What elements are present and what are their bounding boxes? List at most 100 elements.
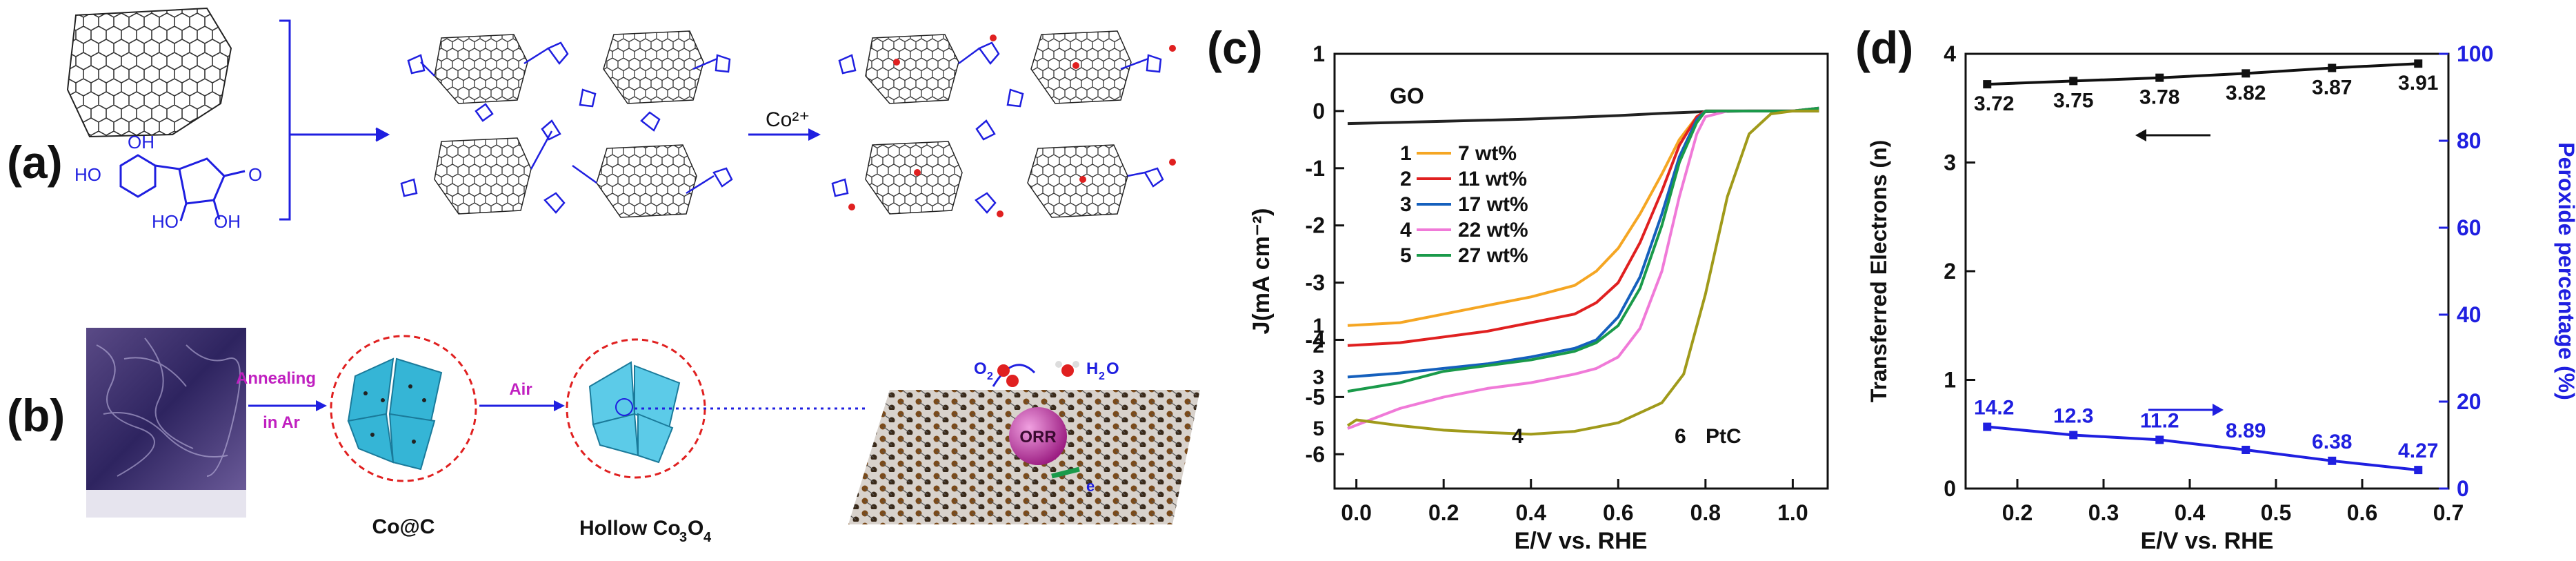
x-tick-label: 0.4 — [1515, 500, 1546, 525]
left-y-tick-label: 4 — [1944, 41, 1956, 66]
data-point-transferred-electrons — [2241, 69, 2250, 78]
legend-number: 4 — [1400, 219, 1412, 242]
y-tick-label: -4 — [1306, 327, 1326, 352]
x-tick-label: 0.5 — [2261, 500, 2291, 525]
hollow-label: Hollow Co — [579, 517, 681, 540]
x-axis-title: E/V vs. RHE — [2141, 528, 2274, 554]
plot-frame — [1333, 52, 1829, 490]
right-y-tick-label: 20 — [2457, 389, 2482, 414]
legend-text: 17 wt% — [1458, 193, 1528, 216]
hollow-co3o4-particle: Hollow Co 3 O 4 — [566, 338, 712, 545]
data-label-peroxide-percentage: 8.89 — [2226, 420, 2266, 442]
legend-text: 11 wt% — [1458, 168, 1527, 190]
data-point-peroxide-percentage — [2328, 456, 2337, 465]
in-ar-label: in Ar — [263, 413, 300, 432]
right-y-tick-label: 40 — [2457, 302, 2482, 327]
data-label-peroxide-percentage: 11.2 — [2140, 409, 2179, 432]
svg-text:HO: HO — [74, 164, 101, 185]
data-point-transferred-electrons — [2069, 77, 2078, 86]
curve-number-label: 1 — [1312, 315, 1324, 337]
legend-text: 7 wt% — [1458, 142, 1517, 165]
y-tick-label: -3 — [1306, 270, 1325, 295]
series-line-11-wt- — [1347, 106, 1819, 347]
data-label-transferred-electrons: 3.82 — [2226, 81, 2266, 104]
left-y-tick-label: 1 — [1944, 368, 1956, 393]
data-point-transferred-electrons — [1983, 80, 1992, 89]
curve-number-label: 2 — [1312, 335, 1324, 357]
panel-b: (b) Annealing in Ar Co@C — [7, 328, 1200, 545]
y-tick-label: -6 — [1306, 442, 1325, 466]
legend-number: 5 — [1400, 244, 1412, 267]
panel-c-chart: (c) 0.0 0.2 0.4 0.6 0.8 1.0 1 0 -1 -2 -3 -4 -5 -6 J(m… — [1207, 22, 1829, 554]
panel-b-label: (b) — [7, 390, 65, 441]
annealing-arrow: Annealing in Ar — [236, 369, 327, 432]
plot-frame — [1964, 52, 2450, 490]
h2o-sub: 2 — [1099, 371, 1105, 382]
series-line-7-wt- — [1347, 106, 1819, 327]
series-line-peroxide-percentage — [1987, 425, 2419, 472]
cobalt-graphene-assembly — [831, 30, 1176, 218]
x-tick-label: 0.7 — [2433, 500, 2464, 525]
right-axis-title: Peroxide percentage (%) — [2554, 142, 2576, 400]
data-label-transferred-electrons: 3.91 — [2398, 72, 2438, 95]
panel-d-label: (d) — [1855, 22, 1913, 73]
left-y-tick-label: 0 — [1944, 476, 1956, 501]
left-y-tick-label: 2 — [1944, 259, 1956, 284]
panel-c-label: (c) — [1207, 22, 1263, 73]
x-tick-label: 0.4 — [2175, 500, 2206, 525]
o2-sub: 2 — [987, 371, 993, 382]
data-label-transferred-electrons: 3.75 — [2053, 89, 2093, 112]
data-label-peroxide-percentage: 4.27 — [2398, 440, 2438, 462]
data-label-transferred-electrons: 3.72 — [1974, 92, 2014, 115]
co-at-c-label: Co@C — [372, 515, 435, 538]
left-axis-title: Transferred Electrons (n) — [1866, 140, 1891, 403]
y-tick-label: 1 — [1312, 41, 1325, 66]
data-label-peroxide-percentage: 14.2 — [1974, 397, 2014, 420]
right-y-tick-label: 0 — [2457, 476, 2469, 501]
curve-number-label: 5 — [1312, 417, 1324, 440]
legend-number: 1 — [1400, 142, 1412, 165]
h2o-tail: O — [1106, 360, 1119, 378]
data-point-transferred-electrons — [2414, 59, 2423, 68]
series-line-27-wt- — [1347, 106, 1819, 393]
data-point-peroxide-percentage — [2414, 466, 2423, 475]
legend-text: 22 wt% — [1458, 219, 1528, 242]
svg-text:O: O — [248, 164, 262, 185]
co-at-c-particle: Co@C — [330, 335, 477, 538]
x-tick-label: 0.6 — [1603, 500, 1633, 525]
right-y-tick-label: 60 — [2457, 215, 2482, 240]
data-label-transferred-electrons: 3.78 — [2139, 86, 2179, 109]
svg-text:HO: HO — [152, 211, 179, 228]
svg-text:OH: OH — [214, 211, 241, 228]
hollow-label-sub3: 3 — [679, 530, 687, 545]
data-label-transferred-electrons: 3.87 — [2312, 76, 2352, 99]
curve-number-label: 3 — [1312, 366, 1324, 388]
panel-a-label: (a) — [7, 137, 63, 188]
data-point-peroxide-percentage — [2241, 445, 2250, 454]
data-point-peroxide-percentage — [1983, 422, 1992, 431]
h2o-label: H — [1086, 360, 1098, 378]
x-tick-label: 0.2 — [1428, 500, 1459, 525]
hollow-label-sub4: 4 — [703, 530, 712, 545]
y-tick-label: 0 — [1312, 99, 1325, 124]
go-label: GO — [1390, 83, 1424, 108]
data-point-peroxide-percentage — [2155, 435, 2164, 444]
left-y-tick-label: 3 — [1944, 150, 1956, 175]
x-tick-label: 0.3 — [2088, 500, 2119, 525]
legend-number: 3 — [1400, 193, 1412, 216]
panel-d-chart: (d) 0.2 0.3 0.4 0.5 0.6 0.701234020406080100 … — [1855, 22, 2576, 554]
o2-label: O — [974, 360, 987, 378]
hollow-label-o: O — [688, 517, 703, 540]
panel-a: (a) OH HO O HO OH — [7, 7, 1176, 228]
legend-number: 2 — [1400, 168, 1412, 190]
x-tick-label: 0.6 — [2347, 500, 2377, 525]
curve-6-label: 6 — [1675, 425, 1686, 448]
ptc-label: PtC — [1706, 425, 1741, 448]
y-axis-title: J(mA cm⁻²) — [1248, 208, 1275, 335]
x-tick-label: 0.0 — [1341, 500, 1371, 525]
series-line-22-wt- — [1347, 106, 1819, 430]
x-axis-title: E/V vs. RHE — [1515, 528, 1648, 554]
x-tick-label: 0.2 — [2002, 500, 2033, 525]
functionalized-graphene-assembly — [400, 30, 733, 218]
y-tick-label: -2 — [1306, 213, 1325, 238]
